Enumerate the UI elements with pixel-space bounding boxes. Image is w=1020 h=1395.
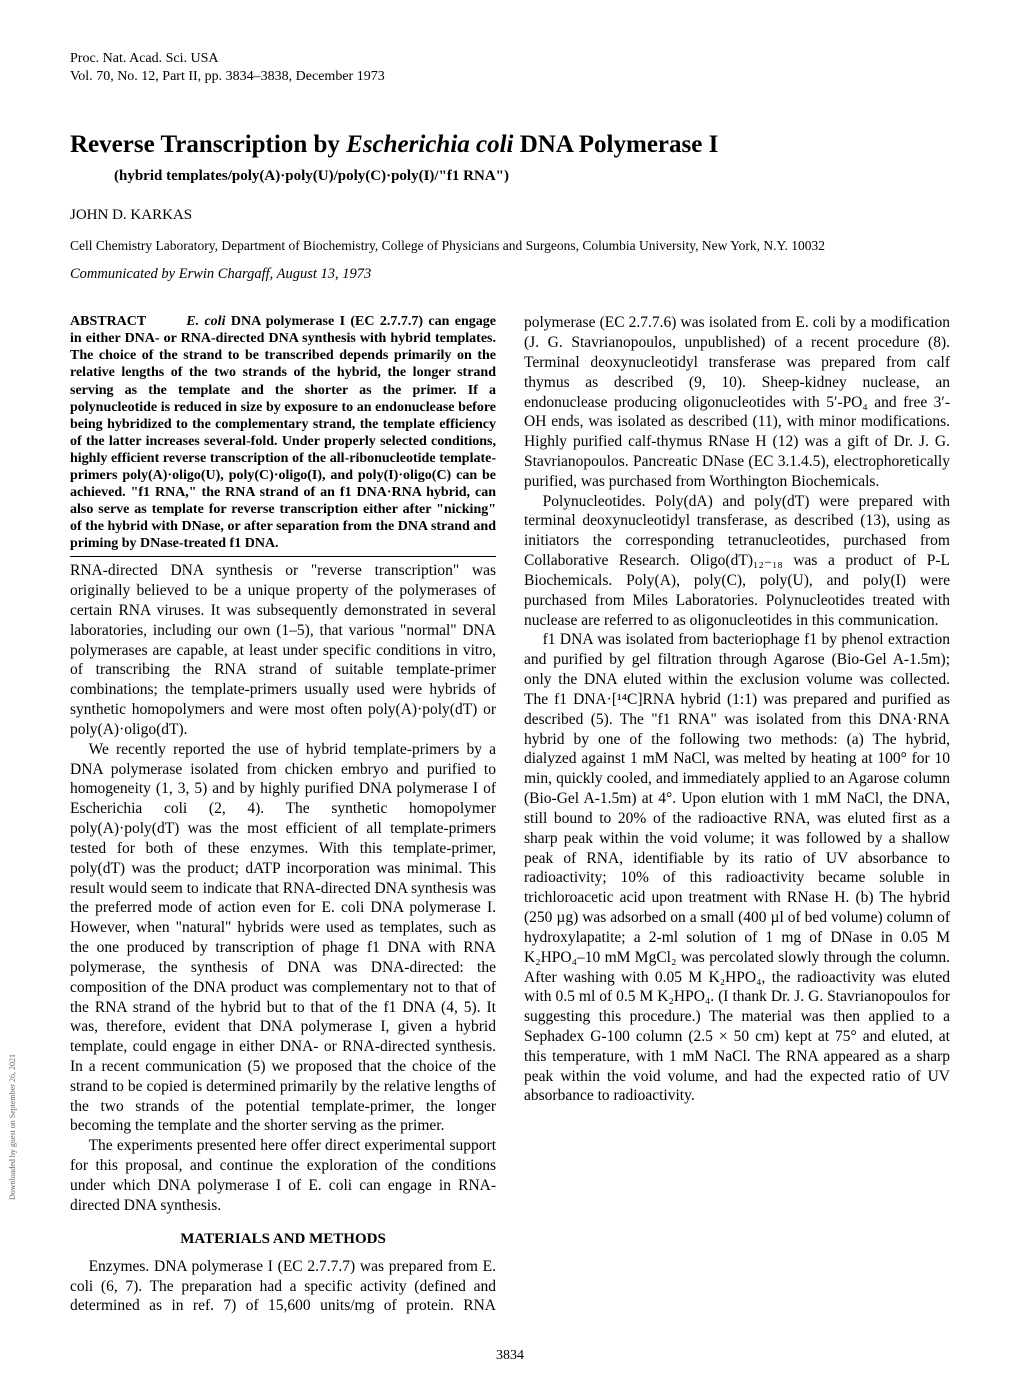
intro-paragraph-1: RNA-directed DNA synthesis or "reverse t… xyxy=(70,561,496,739)
title-part-2: DNA Polymerase I xyxy=(514,131,719,158)
author-name: JOHN D. KARKAS xyxy=(70,206,950,225)
section-heading-methods: MATERIALS AND METHODS xyxy=(70,1230,496,1249)
journal-header: Proc. Nat. Acad. Sci. USA Vol. 70, No. 1… xyxy=(70,50,950,85)
intro-paragraph-3: The experiments presented here offer dir… xyxy=(70,1136,496,1215)
author-affiliation: Cell Chemistry Laboratory, Department of… xyxy=(70,237,950,254)
download-note: Downloaded by guest on September 26, 202… xyxy=(8,1054,18,1200)
two-column-body: ABSTRACT E. coli DNA polymerase I (EC 2.7… xyxy=(70,313,950,1333)
article-subtitle: (hybrid templates/poly(A)·poly(U)/poly(C… xyxy=(114,167,950,186)
title-italic-species: Escherichia coli xyxy=(346,131,513,158)
article-title: Reverse Transcription by Escherichia col… xyxy=(70,129,950,161)
journal-volume: Vol. 70, No. 12, Part II, pp. 3834–3838,… xyxy=(70,68,950,86)
communicated-by: Communicated by Erwin Chargaff, August 1… xyxy=(70,265,950,284)
abstract-block: ABSTRACT E. coli DNA polymerase I (EC 2.7… xyxy=(70,313,496,557)
intro-paragraph-2: We recently reported the use of hybrid t… xyxy=(70,740,496,1137)
abstract-label: ABSTRACT xyxy=(70,313,146,330)
journal-name: Proc. Nat. Acad. Sci. USA xyxy=(70,50,950,68)
abstract-species: E. coli xyxy=(186,314,225,329)
methods-paragraph-2: Polynucleotides. Poly(dA) and poly(dT) w… xyxy=(524,492,950,631)
abstract-text: DNA polymerase I (EC 2.7.7.7) can engage… xyxy=(70,314,496,551)
methods-paragraph-3: f1 DNA was isolated from bacteriophage f… xyxy=(524,630,950,1106)
title-part-1: Reverse Transcription by xyxy=(70,131,346,158)
page-number: 3834 xyxy=(70,1347,950,1365)
